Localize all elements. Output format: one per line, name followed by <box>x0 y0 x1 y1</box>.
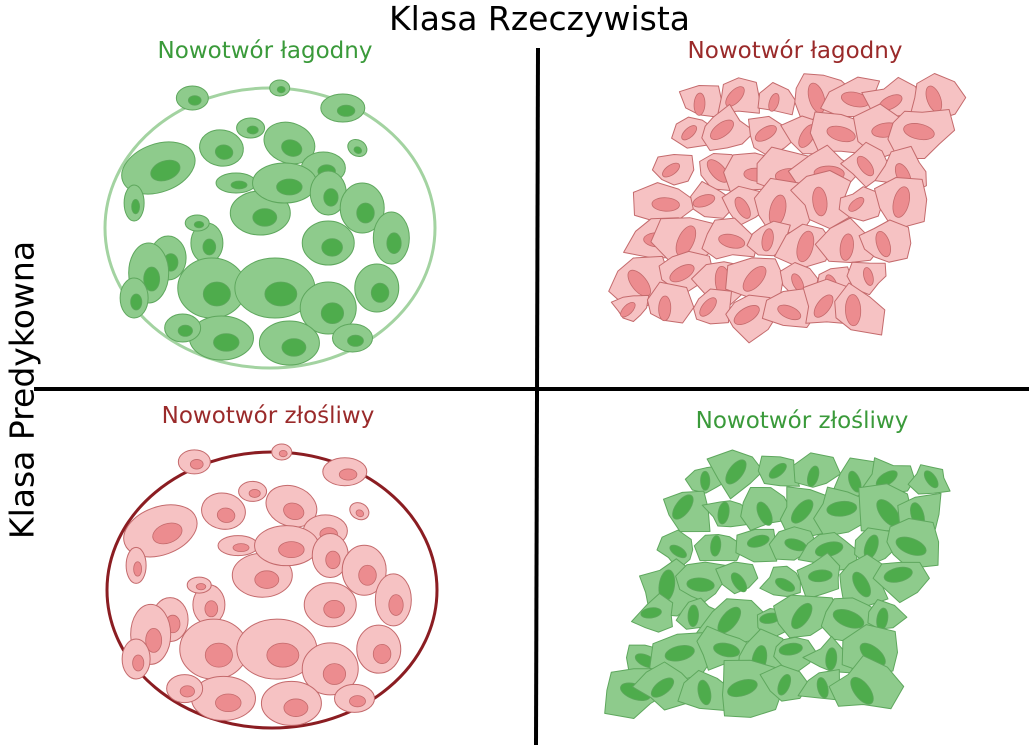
cell <box>259 321 319 365</box>
irregular-cell <box>758 83 795 115</box>
label-top-left-benign: Nowotwór łagodny <box>158 40 373 63</box>
cell <box>239 481 267 501</box>
irregular-cell <box>758 456 799 486</box>
irregular-cell <box>760 566 801 596</box>
cell <box>255 526 319 566</box>
cell <box>167 675 203 703</box>
malignant-cell-cluster-green <box>605 450 950 719</box>
cell <box>216 173 256 193</box>
irregular-cell <box>633 183 699 223</box>
irregular-cell <box>887 519 939 569</box>
cell <box>373 212 409 264</box>
irregular-cell <box>694 289 732 324</box>
label-top-right-benign: Nowotwór łagodny <box>688 40 903 63</box>
irregular-cell <box>794 453 841 488</box>
label-bottom-left-malignant: Nowotwór złośliwy <box>162 405 375 428</box>
irregular-cell <box>718 78 759 113</box>
cell <box>333 324 373 352</box>
cell <box>237 118 265 138</box>
cell <box>187 577 211 593</box>
benign-cell-cluster-red <box>609 74 966 343</box>
cell <box>120 278 148 318</box>
cell <box>375 574 411 626</box>
cell <box>261 681 321 725</box>
irregular-cell <box>679 86 721 118</box>
cell <box>270 80 290 96</box>
cell <box>304 583 356 627</box>
cell <box>185 215 209 231</box>
cell <box>124 185 144 221</box>
cell <box>355 264 399 312</box>
cell <box>321 94 365 122</box>
cell <box>176 86 208 110</box>
cell <box>218 536 258 556</box>
cell <box>302 221 354 265</box>
cell <box>126 547 146 583</box>
label-bottom-right-malignant: Nowotwór złośliwy <box>696 410 909 433</box>
cell <box>272 444 292 460</box>
malignant-tissue-sample-red <box>107 444 437 728</box>
benign-tissue-sample-green <box>105 80 435 368</box>
irregular-cell <box>652 155 693 186</box>
cell <box>357 625 401 673</box>
cell <box>323 458 367 486</box>
cell <box>178 450 210 474</box>
cell <box>165 314 201 342</box>
actual-class-axis-title: Klasa Rzeczywista <box>0 2 1029 35</box>
irregular-cell <box>875 178 927 230</box>
cell <box>335 684 375 712</box>
cell <box>122 639 150 679</box>
irregular-cell <box>908 465 950 494</box>
irregular-cell <box>716 562 758 594</box>
predicted-class-axis-title: Klasa Predykowna <box>6 241 39 539</box>
irregular-cell <box>664 491 711 531</box>
irregular-cell <box>611 295 649 321</box>
vertical-divider <box>536 48 538 745</box>
cell <box>253 163 317 203</box>
